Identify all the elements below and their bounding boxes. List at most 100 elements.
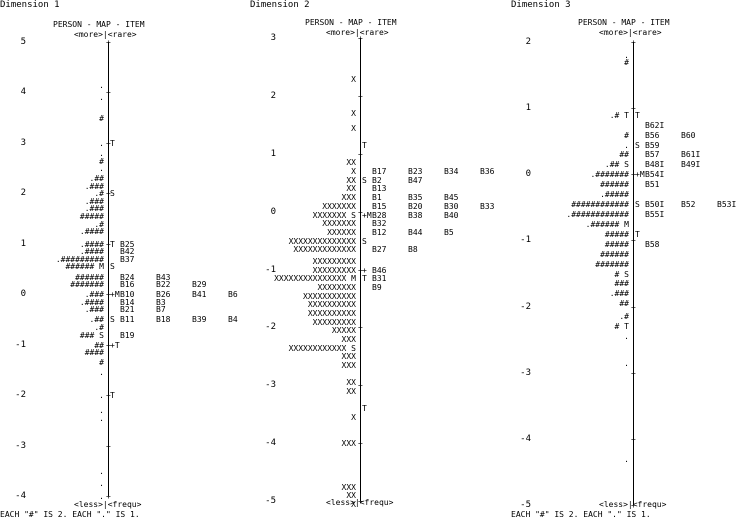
map-marker: T <box>362 404 367 414</box>
map-header: PERSON - MAP - ITEM <box>578 18 670 27</box>
tick-label: 2 <box>525 37 531 47</box>
tick-mark: + <box>106 391 111 401</box>
person-mark: XXXXXXXXX <box>312 265 356 275</box>
person-mark: .# <box>94 219 104 229</box>
axis-line <box>108 42 109 496</box>
item-label: B8 <box>408 245 418 255</box>
map-marker: +M <box>635 170 645 180</box>
tick-label: 0 <box>20 289 26 300</box>
item-label: B56 <box>645 130 660 140</box>
tick-mark: + <box>358 439 363 449</box>
person-mark: .### <box>84 181 104 191</box>
person-mark: .###### M <box>585 219 629 229</box>
tick-mark: + <box>106 138 111 148</box>
person-mark: .##### <box>600 190 629 200</box>
person-mark: X <box>351 109 356 119</box>
item-label: B62I <box>645 120 665 130</box>
person-mark: . <box>99 93 104 103</box>
item-label: B50I <box>645 200 665 210</box>
less-frequ-label: <less>|<frequ> <box>326 498 394 507</box>
person-mark: XX <box>346 158 356 168</box>
tick-label: 2 <box>270 90 276 101</box>
item-label: B45 <box>444 193 459 203</box>
person-mark: X <box>351 413 356 423</box>
person-mark: XXXXX <box>331 326 356 336</box>
person-mark: . <box>99 413 104 423</box>
person-mark: .## <box>89 315 104 325</box>
person-mark: XXXXXX <box>327 227 356 237</box>
scale-footer: EACH "#" IS 2. EACH "." IS 1. <box>0 510 140 519</box>
person-mark: X <box>351 499 356 509</box>
dimension-2-panel: Dimension 2 PERSON - MAP - ITEM <more>|<ra… <box>250 0 505 527</box>
tick-mark: + <box>631 368 636 378</box>
person-mark: XX <box>346 184 356 194</box>
item-label: B53I <box>717 200 737 210</box>
tick-mark: + <box>106 239 111 249</box>
person-mark: #### <box>84 348 104 358</box>
person-mark: XXXXXXXXXXXXXX <box>288 236 356 246</box>
person-mark: . <box>624 51 629 61</box>
item-label: B5 <box>444 227 454 237</box>
person-mark: . <box>99 406 104 416</box>
item-label: B6 <box>228 290 238 300</box>
item-label: B7 <box>156 305 166 315</box>
tick-mark: + <box>106 290 111 300</box>
person-mark: XXXXXXXXXXX <box>303 291 356 301</box>
person-mark: XX <box>346 387 356 397</box>
tick-label: 1 <box>270 148 276 159</box>
map-marker: T <box>110 138 115 148</box>
person-mark: XXX <box>341 360 356 370</box>
person-mark: X <box>351 167 356 177</box>
person-mark: ####### <box>595 259 629 269</box>
tick-mark: + <box>358 91 363 101</box>
person-mark: X <box>351 74 356 84</box>
person-mark: . <box>99 368 104 378</box>
tick-label: -2 <box>265 322 276 333</box>
person-mark: . <box>99 80 104 90</box>
person-mark: . <box>99 391 104 401</box>
tick-mark: + <box>106 38 111 47</box>
person-mark: .# <box>619 312 629 322</box>
item-label: B41 <box>192 290 207 300</box>
item-label: B4 <box>228 315 238 325</box>
item-label: B19 <box>120 330 135 340</box>
item-label: B10 <box>120 290 135 300</box>
person-mark: ###### <box>75 272 104 282</box>
item-label: B17 <box>372 167 387 177</box>
tick-label: 3 <box>270 33 276 43</box>
item-label: B60 <box>681 130 696 140</box>
person-mark: XXXXXXXXXXXX S <box>288 343 356 353</box>
tick-label: -4 <box>15 491 26 501</box>
person-mark: .# T <box>609 110 629 120</box>
tick-label: -3 <box>15 440 26 451</box>
map-marker: +T <box>110 340 120 350</box>
person-mark: # T <box>614 322 629 332</box>
item-label: B28 <box>372 210 387 220</box>
tick-label: 5 <box>20 37 26 47</box>
item-label: B48I <box>645 160 665 170</box>
tick-label: 2 <box>20 188 26 199</box>
item-label: B57 <box>645 150 660 160</box>
tick-mark: + <box>631 501 636 510</box>
tick-label: 1 <box>20 238 26 249</box>
person-mark: ## <box>619 150 629 160</box>
axis-line <box>633 42 634 505</box>
tick-label: -5 <box>520 500 531 510</box>
tick-mark: + <box>631 236 636 246</box>
map-marker: T <box>110 239 115 249</box>
map-marker: S <box>635 200 640 210</box>
less-frequ-label: <less>|<frequ> <box>599 500 667 509</box>
item-label: B38 <box>408 210 423 220</box>
person-mark: .### <box>84 204 104 214</box>
person-mark: . <box>99 148 104 158</box>
person-mark: ############ <box>571 200 629 210</box>
person-mark: # <box>99 113 104 123</box>
map-marker: S <box>635 140 640 150</box>
item-label: B18 <box>156 315 171 325</box>
item-label: B26 <box>156 290 171 300</box>
person-mark: .### <box>609 289 629 299</box>
person-mark: # <box>624 57 629 67</box>
tick-mark: + <box>358 265 363 275</box>
item-label: B9 <box>372 282 382 292</box>
item-label: B11 <box>120 315 135 325</box>
